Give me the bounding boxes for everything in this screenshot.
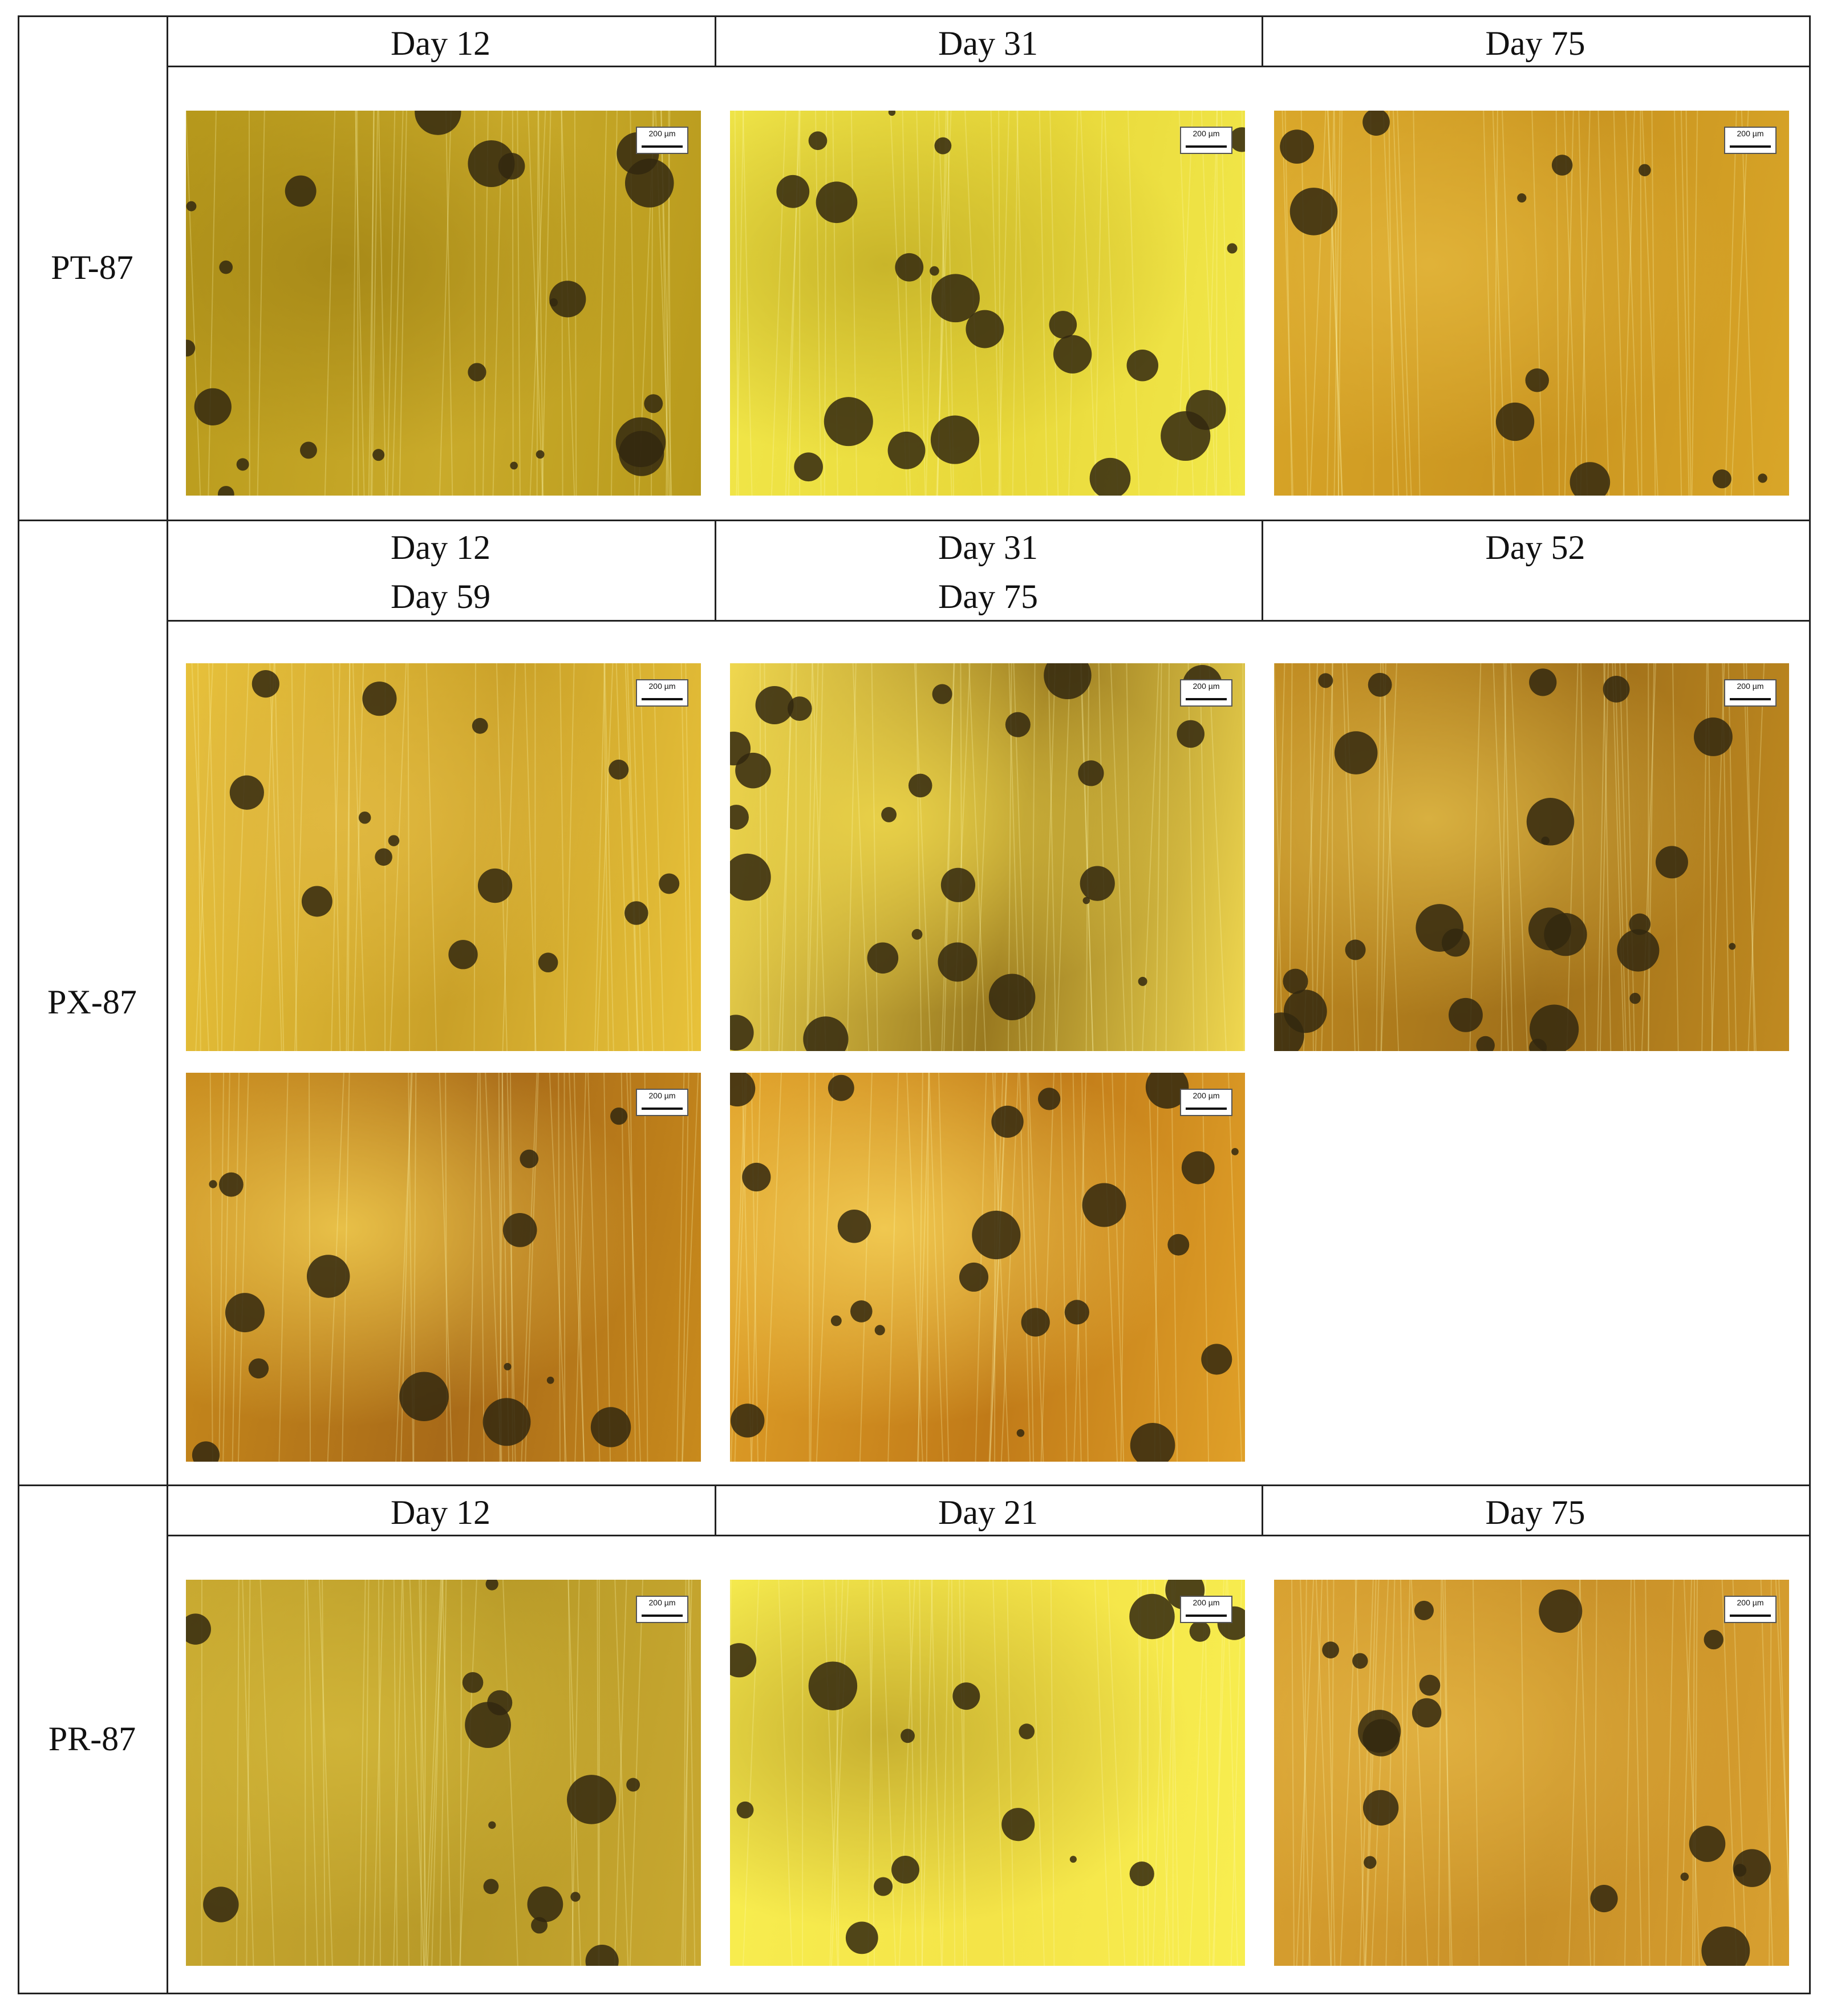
scale-bar-label: 200 µm — [1737, 682, 1764, 691]
scale-bar: 200 µm — [636, 1596, 688, 1623]
table-border — [1262, 15, 1263, 67]
scale-bar: 200 µm — [636, 1089, 688, 1116]
micrograph: 200 µm — [186, 663, 701, 1051]
micrograph: 200 µm — [730, 111, 1245, 496]
table-border — [18, 15, 1811, 17]
table-border — [18, 15, 19, 1994]
scale-bar-label: 200 µm — [1737, 1598, 1764, 1607]
scale-bar: 200 µm — [1180, 1089, 1232, 1116]
column-header: Day 31 — [938, 529, 1038, 566]
scale-bar-label: 200 µm — [1193, 129, 1220, 138]
scale-bar-label: 200 µm — [648, 1091, 676, 1100]
micrograph: 200 µm — [1274, 663, 1789, 1051]
table-border — [167, 66, 1811, 67]
scale-bar: 200 µm — [1180, 679, 1232, 707]
table-border — [1262, 1484, 1263, 1536]
column-header: Day 12 — [391, 25, 490, 62]
micrograph: 200 µm — [1274, 1580, 1789, 1966]
column-header: Day 75 — [1485, 1494, 1585, 1531]
scale-bar: 200 µm — [1180, 1596, 1232, 1623]
table-border — [18, 1993, 1811, 1994]
scale-bar: 200 µm — [1180, 127, 1232, 154]
column-header: Day 12 — [391, 529, 490, 566]
scale-bar-label: 200 µm — [648, 682, 676, 691]
scale-bar: 200 µm — [636, 679, 688, 707]
colonies — [186, 111, 674, 496]
row-label: PX-87 — [47, 983, 137, 1021]
column-header: Day 75 — [938, 578, 1038, 615]
table-border — [18, 520, 1811, 521]
scale-bar: 200 µm — [636, 127, 688, 154]
colonies — [734, 111, 1245, 496]
scale-bar-label: 200 µm — [648, 129, 676, 138]
scale-bar-label: 200 µm — [1737, 129, 1764, 138]
micrograph: 200 µm — [730, 1580, 1245, 1966]
micrograph: 200 µm — [186, 1580, 701, 1966]
micrograph: 200 µm — [730, 663, 1245, 1051]
scale-bar: 200 µm — [1724, 1596, 1777, 1623]
table-border — [715, 1484, 716, 1536]
table-border — [715, 520, 716, 622]
scale-bar-label: 200 µm — [1193, 682, 1220, 691]
column-header: Day 59 — [391, 578, 490, 615]
colonies — [186, 1580, 696, 1966]
table-border — [167, 15, 168, 1994]
scale-bar-label: 200 µm — [648, 1598, 676, 1607]
column-header: Day 52 — [1485, 529, 1585, 566]
table-border — [167, 1535, 1811, 1536]
scale-bar: 200 µm — [1724, 679, 1777, 707]
column-header: Day 21 — [938, 1494, 1038, 1531]
colonies — [730, 1580, 1245, 1966]
table-border — [167, 620, 1811, 622]
row-label: PT-87 — [51, 249, 133, 286]
table-border — [1809, 15, 1811, 1994]
micrograph: 200 µm — [730, 1073, 1245, 1462]
table-border — [18, 1484, 1811, 1486]
colonies — [191, 663, 693, 1051]
micrograph: 200 µm — [186, 111, 701, 496]
colonies — [1280, 111, 1767, 496]
colonies — [730, 1073, 1243, 1462]
colonies — [192, 1073, 699, 1462]
micrograph: 200 µm — [1274, 111, 1789, 496]
scale-bar-label: 200 µm — [1193, 1598, 1220, 1607]
colonies — [730, 663, 1245, 1051]
scale-bar-label: 200 µm — [1193, 1091, 1220, 1100]
micrograph: 200 µm — [186, 1073, 701, 1462]
row-label: PR-87 — [48, 1719, 136, 1758]
colonies — [1291, 1580, 1789, 1966]
colonies — [1274, 663, 1765, 1051]
column-header: Day 12 — [391, 1494, 490, 1531]
table-border — [1262, 520, 1263, 622]
scale-bar: 200 µm — [1724, 127, 1777, 154]
table-border — [715, 15, 716, 67]
column-header: Day 75 — [1485, 25, 1585, 62]
column-header: Day 31 — [938, 25, 1038, 62]
